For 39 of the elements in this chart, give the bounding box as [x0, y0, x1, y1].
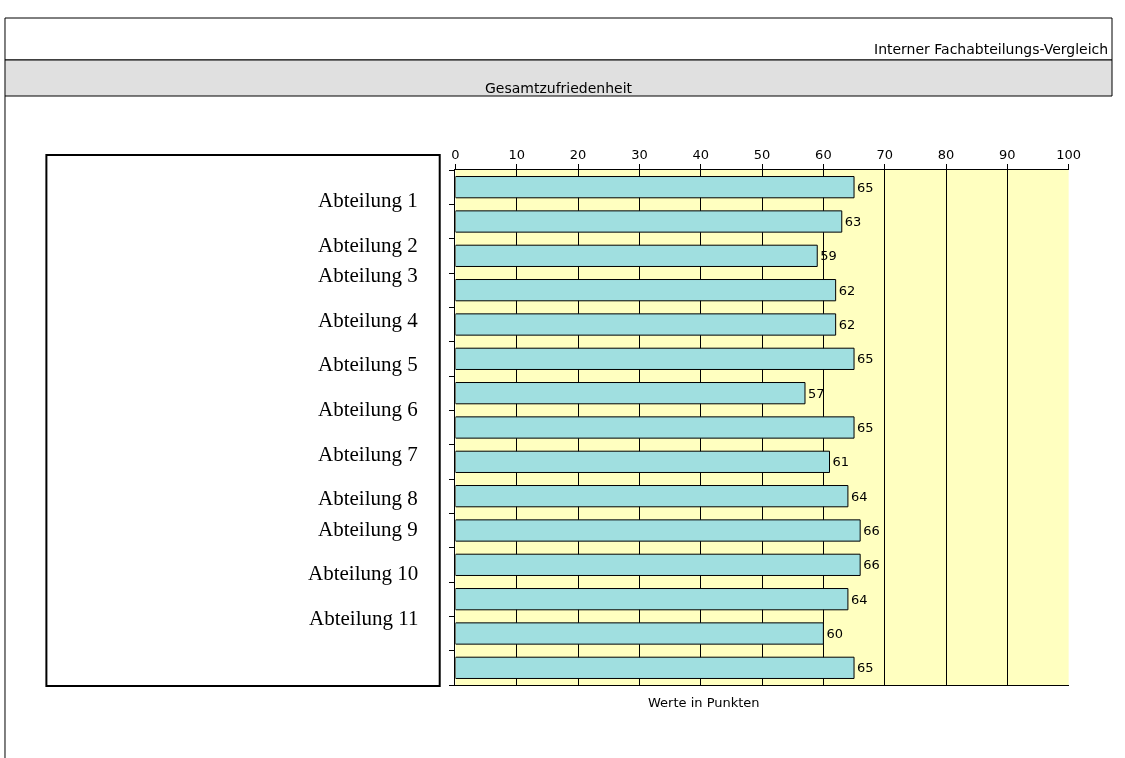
x-axis-title: Werte in Punkten [648, 695, 760, 710]
text: Abteilung 2 [318, 233, 418, 257]
text: Abteilung 1 [318, 188, 418, 212]
text: Abteilung 5 [318, 352, 418, 376]
data-label: 66 [863, 523, 880, 538]
text: Abteilung 7 [318, 442, 418, 466]
data-label: 64 [850, 591, 868, 607]
data-label: 62 [838, 317, 856, 332]
data-label: 65 [857, 660, 874, 676]
x-tick-label: 60 [815, 146, 832, 162]
data-label: 62 [838, 282, 856, 298]
data-label: 63 [844, 214, 862, 229]
x-tick-label: 10 [508, 146, 526, 162]
chart-subtitle: Interner Fachabteilungs-Vergleich [874, 41, 1109, 57]
text: Abteilung 11 [309, 606, 419, 630]
data-label: 65 [857, 351, 874, 367]
data-label: 60 [826, 626, 843, 641]
data-label: 65 [857, 420, 874, 435]
data-label: 66 [863, 557, 880, 573]
x-tick-label: 50 [753, 146, 771, 162]
text: Abteilung 6 [318, 397, 418, 421]
text: Abteilung 8 [318, 486, 418, 510]
data-label: 61 [832, 454, 850, 470]
x-tick-label: 70 [876, 146, 893, 162]
x-tick-label: 20 [569, 146, 587, 162]
chart-title: Gesamtzufriedenheit [485, 80, 633, 96]
x-tick-label: 90 [999, 146, 1016, 162]
data-label: 64 [850, 488, 868, 504]
x-tick-label: 0 [451, 146, 460, 162]
data-label: 65 [857, 179, 874, 195]
x-tick-label: 40 [692, 146, 710, 162]
text: Abteilung 10 [308, 561, 419, 585]
text: Abteilung 9 [318, 517, 418, 541]
text: Abteilung 3 [318, 263, 418, 287]
text: Abteilung 4 [318, 308, 419, 332]
x-tick-label: 100 [1056, 146, 1082, 162]
x-tick-label: 80 [937, 146, 955, 162]
x-tick-label: 30 [631, 146, 648, 162]
data-label: 57 [807, 385, 825, 401]
